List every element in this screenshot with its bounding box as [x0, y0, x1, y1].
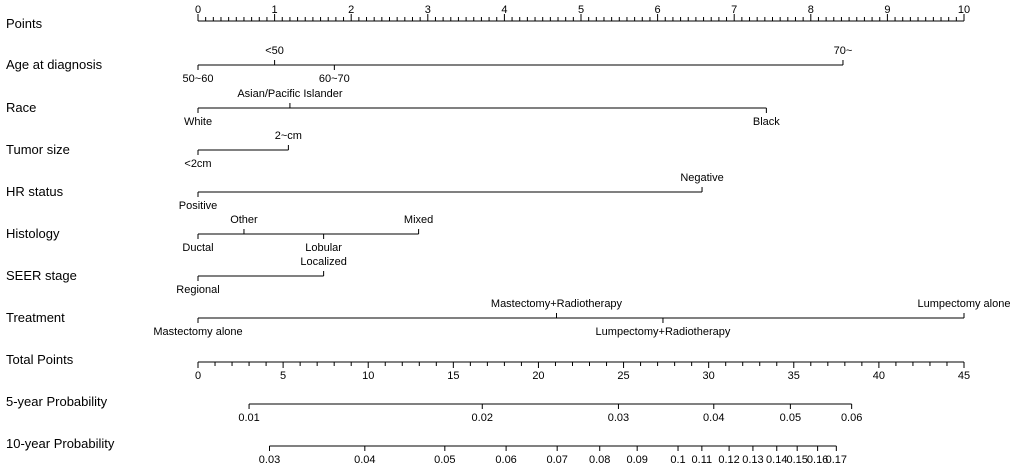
points-tick-label: 10 — [958, 4, 970, 16]
total-tick-label: 45 — [958, 370, 970, 382]
level-label: Ductal — [182, 242, 213, 254]
level-label: Black — [753, 116, 780, 128]
variable-label: Tumor size — [6, 142, 70, 157]
points-tick-label: 0 — [195, 4, 201, 16]
points-tick-label: 7 — [731, 4, 737, 16]
probability-tick-label: 0.06 — [495, 454, 516, 466]
total-tick-label: 30 — [703, 370, 715, 382]
points-tick-label: 8 — [808, 4, 814, 16]
total-tick-label: 35 — [788, 370, 800, 382]
total-tick-label: 10 — [362, 370, 374, 382]
probability-tick-label: 0.15 — [786, 454, 807, 466]
variable-label: Race — [6, 100, 36, 115]
probability-axes-group: 5-year Probability 0.01 0.02 0.03 0.04 0.05 0.… — [6, 394, 862, 466]
probability-tick-label: 0.03 — [608, 412, 629, 424]
level-label: 60~70 — [319, 73, 350, 85]
points-tick-label: 1 — [272, 4, 278, 16]
probability-tick-label: 0.17 — [826, 454, 847, 466]
level-label: <2cm — [184, 158, 211, 170]
probability-tick-label: 0.16 — [807, 454, 828, 466]
variable-label: Histology — [6, 226, 60, 241]
points-tick-label: 4 — [501, 4, 507, 16]
total-tick-label: 5 — [280, 370, 286, 382]
total-tick-label: 15 — [447, 370, 459, 382]
probability-axis: 10-year Probability 0.03 0.04 0.05 0.06 0.07 0… — [6, 436, 847, 466]
level-label: 2~cm — [275, 130, 302, 142]
probability-axis-label: 5-year Probability — [6, 394, 108, 409]
level-label: Asian/Pacific Islander — [237, 88, 342, 100]
probability-tick-label: 0.11 — [692, 454, 713, 466]
probability-tick-label: 0.05 — [434, 454, 455, 466]
level-label: Regional — [176, 284, 219, 296]
level-label: Mixed — [404, 214, 433, 226]
level-label: Mastectomy alone — [153, 326, 242, 338]
variable-row: Treatment Mastectomy+Radiotherapy Lumpecto… — [6, 298, 1010, 338]
level-label: 70~ — [834, 45, 853, 57]
points-axis-group: Points 0 1 2 3 4 5 6 7 8 9 10 — [6, 4, 970, 31]
points-axis-label: Points — [6, 16, 43, 31]
probability-tick-label: 0.01 — [238, 412, 259, 424]
level-label: Other — [230, 214, 258, 226]
level-label: Negative — [680, 172, 723, 184]
probability-axis: 5-year Probability 0.01 0.02 0.03 0.04 0.05 0.… — [6, 394, 862, 424]
probability-tick-label: 0.04 — [703, 412, 724, 424]
probability-tick-label: 0.04 — [354, 454, 375, 466]
variable-row: Tumor size 2~cm <2cm — [6, 130, 302, 170]
probability-tick-label: 0.05 — [780, 412, 801, 424]
total-points-label: Total Points — [6, 352, 74, 367]
probability-tick-label: 0.06 — [841, 412, 862, 424]
variable-label: SEER stage — [6, 268, 77, 283]
probability-tick-label: 0.14 — [766, 454, 787, 466]
probability-tick-label: 0.13 — [742, 454, 763, 466]
variable-row: Age at diagnosis <50 70~ 50~60 60~70 — [6, 45, 852, 85]
variable-label: Treatment — [6, 310, 65, 325]
probability-tick-label: 0.12 — [718, 454, 739, 466]
probability-tick-label: 0.1 — [670, 454, 685, 466]
level-label: White — [184, 116, 212, 128]
variable-row: HR status Negative Positive — [6, 172, 724, 212]
level-label: Lumpectomy alone — [918, 298, 1011, 310]
points-tick-label: 3 — [425, 4, 431, 16]
probability-tick-label: 0.09 — [626, 454, 647, 466]
probability-tick-label: 0.03 — [259, 454, 280, 466]
level-label: <50 — [265, 45, 284, 57]
total-tick-label: 25 — [617, 370, 629, 382]
total-tick-label: 20 — [532, 370, 544, 382]
variable-label: Age at diagnosis — [6, 57, 103, 72]
points-tick-label: 5 — [578, 4, 584, 16]
variable-row: Race Asian/Pacific Islander White Black — [6, 88, 780, 128]
variable-row: Histology Other Mixed Ductal Lobular — [6, 214, 433, 254]
level-label: Mastectomy+Radiotherapy — [491, 298, 623, 310]
points-tick-label: 6 — [655, 4, 661, 16]
level-label: Positive — [179, 200, 218, 212]
variable-row: SEER stage Localized Regional — [6, 256, 347, 296]
variable-label: HR status — [6, 184, 64, 199]
probability-tick-label: 0.08 — [589, 454, 610, 466]
level-label: Lobular — [305, 242, 342, 254]
level-label: Lumpectomy+Radiotherapy — [596, 326, 731, 338]
total-tick-label: 40 — [873, 370, 885, 382]
probability-axis-label: 10-year Probability — [6, 436, 115, 451]
probability-tick-label: 0.02 — [472, 412, 493, 424]
level-label: 50~60 — [183, 73, 214, 85]
total-tick-label: 0 — [195, 370, 201, 382]
variables-group: Age at diagnosis <50 70~ 50~60 60~70 Race Asia… — [6, 45, 1010, 338]
points-tick-label: 9 — [884, 4, 890, 16]
level-label: Localized — [300, 256, 346, 268]
points-tick-label: 2 — [348, 4, 354, 16]
total-points-axis-group: Total Points 0 5 10 15 20 25 30 35 40 45 — [6, 352, 970, 382]
probability-tick-label: 0.07 — [546, 454, 567, 466]
